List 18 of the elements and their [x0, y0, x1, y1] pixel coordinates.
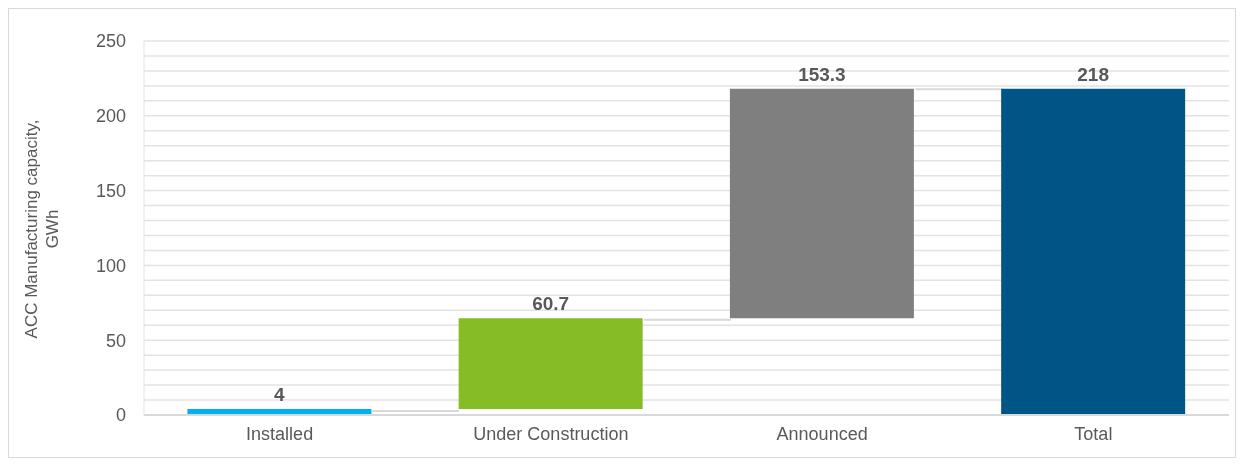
bar: [729, 88, 914, 319]
data-label: 60.7: [532, 293, 570, 315]
y-axis-title: ACC Manufacturing capacity, GWh: [22, 119, 62, 339]
y-tick-label: 0: [115, 405, 126, 426]
x-tick-label: Total: [1074, 423, 1113, 444]
data-label: 218: [1077, 63, 1109, 85]
bar: [458, 318, 643, 410]
y-tick-label: 150: [95, 180, 126, 201]
x-tick-label: Announced: [776, 423, 868, 444]
x-tick-label: Installed: [246, 423, 314, 444]
bar: [1001, 88, 1186, 415]
y-tick-label: 200: [95, 106, 126, 127]
y-tick-label: 100: [95, 255, 126, 276]
y-tick-label: 50: [105, 330, 126, 351]
x-tick-label: Under Construction: [473, 423, 629, 444]
y-tick-label: 250: [95, 31, 126, 52]
data-label: 153.3: [798, 63, 846, 85]
data-label: 4: [274, 384, 286, 406]
